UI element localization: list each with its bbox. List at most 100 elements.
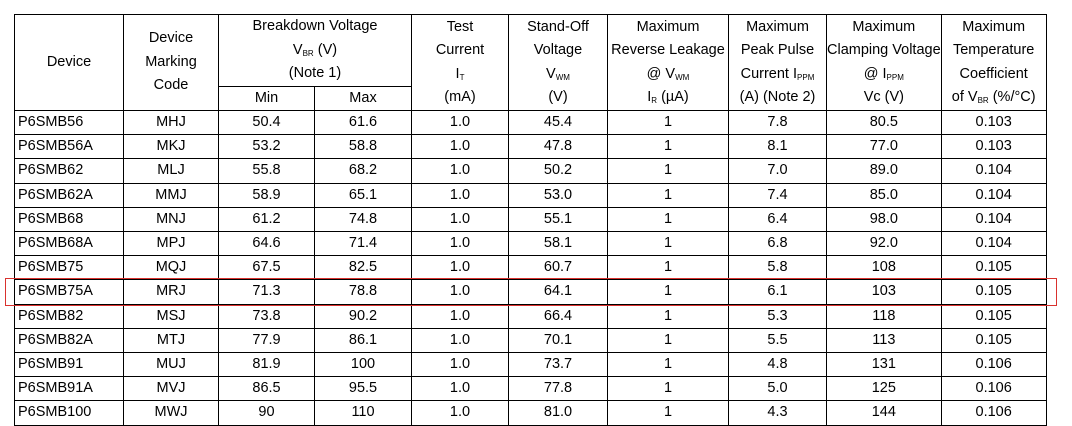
table-row: P6SMB91A MVJ 86.5 95.5 1.0 77.8 1 5.0 125 0.106 [14, 376, 1047, 402]
header-peak-pulse-current: Maximum Peak Pulse Current IPPM (A) (Not… [728, 14, 827, 111]
table-row: P6SMB75A MRJ 71.3 78.8 1.0 64.1 1 6.1 103 0.105 [14, 279, 1047, 305]
table-row: P6SMB62A MMJ 58.9 65.1 1.0 53.0 1 7.4 85.0 0.104 [14, 182, 1047, 208]
cell-peak-pulse-current: 5.0 [728, 376, 827, 402]
cell-temp-coefficient: 0.106 [940, 352, 1047, 378]
cell-device: P6SMB62 [14, 158, 124, 184]
cell-vbr-max: 90.2 [314, 303, 412, 329]
cell-clamping-voltage: 125 [826, 376, 942, 402]
cell-device: P6SMB68 [14, 206, 124, 233]
cell-marking-code: MNJ [123, 206, 219, 233]
cell-vbr-max: 78.8 [314, 279, 412, 305]
cell-clamping-voltage: 118 [826, 303, 942, 329]
cell-standoff-voltage: 64.1 [508, 279, 608, 305]
table-row: P6SMB62 MLJ 55.8 68.2 1.0 50.2 1 7.0 89.0 0.104 [14, 158, 1047, 184]
cell-device: P6SMB75A [14, 279, 124, 305]
cell-reverse-leakage: 1 [607, 134, 729, 160]
cell-test-current: 1.0 [411, 206, 509, 233]
cell-test-current: 1.0 [411, 134, 509, 160]
cell-vbr-min: 55.8 [218, 158, 315, 184]
cell-test-current: 1.0 [411, 303, 509, 329]
cell-reverse-leakage: 1 [607, 352, 729, 378]
cell-temp-coefficient: 0.105 [940, 255, 1047, 281]
cell-reverse-leakage: 1 [607, 376, 729, 402]
cell-temp-coefficient: 0.104 [940, 206, 1047, 233]
cell-peak-pulse-current: 7.4 [728, 182, 827, 208]
cell-vbr-min: 73.8 [218, 303, 315, 329]
cell-vbr-min: 67.5 [218, 255, 315, 281]
table-row: P6SMB56 MHJ 50.4 61.6 1.0 45.4 1 7.8 80.5 0.103 [14, 109, 1047, 136]
cell-temp-coefficient: 0.106 [940, 376, 1047, 402]
cell-vbr-max: 61.6 [314, 109, 412, 136]
cell-marking-code: MMJ [123, 182, 219, 208]
cell-peak-pulse-current: 4.8 [728, 352, 827, 378]
cell-vbr-min: 50.4 [218, 109, 315, 136]
table-row: P6SMB82 MSJ 73.8 90.2 1.0 66.4 1 5.3 118 0.105 [14, 303, 1047, 329]
cell-marking-code: MQJ [123, 255, 219, 281]
cell-marking-code: MRJ [123, 279, 219, 305]
table-row: P6SMB100 MWJ 90 110 1.0 81.0 1 4.3 144 0.106 [14, 400, 1047, 426]
cell-temp-coefficient: 0.103 [940, 134, 1047, 160]
cell-marking-code: MKJ [123, 134, 219, 160]
cell-standoff-voltage: 50.2 [508, 158, 608, 184]
cell-reverse-leakage: 1 [607, 231, 729, 257]
cell-peak-pulse-current: 6.8 [728, 231, 827, 257]
cell-vbr-min: 81.9 [218, 352, 315, 378]
cell-test-current: 1.0 [411, 109, 509, 136]
cell-vbr-max: 68.2 [314, 158, 412, 184]
cell-marking-code: MWJ [123, 400, 219, 426]
cell-peak-pulse-current: 7.0 [728, 158, 827, 184]
cell-reverse-leakage: 1 [607, 327, 729, 354]
cell-marking-code: MSJ [123, 303, 219, 329]
cell-clamping-voltage: 77.0 [826, 134, 942, 160]
cell-standoff-voltage: 60.7 [508, 255, 608, 281]
cell-vbr-max: 100 [314, 352, 412, 378]
cell-test-current: 1.0 [411, 279, 509, 305]
cell-temp-coefficient: 0.105 [940, 327, 1047, 354]
cell-temp-coefficient: 0.104 [940, 182, 1047, 208]
cell-vbr-min: 77.9 [218, 327, 315, 354]
cell-clamping-voltage: 113 [826, 327, 942, 354]
header-device: Device [14, 14, 124, 111]
cell-test-current: 1.0 [411, 158, 509, 184]
cell-vbr-min: 90 [218, 400, 315, 426]
cell-reverse-leakage: 1 [607, 279, 729, 305]
electrical-characteristics-table: Device Device Marking Code Breakdown Vol… [14, 14, 1047, 426]
cell-vbr-min: 53.2 [218, 134, 315, 160]
cell-clamping-voltage: 103 [826, 279, 942, 305]
cell-reverse-leakage: 1 [607, 158, 729, 184]
cell-clamping-voltage: 92.0 [826, 231, 942, 257]
cell-marking-code: MHJ [123, 109, 219, 136]
cell-vbr-min: 86.5 [218, 376, 315, 402]
cell-vbr-max: 74.8 [314, 206, 412, 233]
cell-clamping-voltage: 98.0 [826, 206, 942, 233]
cell-peak-pulse-current: 5.3 [728, 303, 827, 329]
cell-reverse-leakage: 1 [607, 400, 729, 426]
header-standoff-voltage: Stand-Off Voltage VWM (V) [508, 14, 608, 111]
cell-peak-pulse-current: 8.1 [728, 134, 827, 160]
cell-test-current: 1.0 [411, 352, 509, 378]
cell-clamping-voltage: 85.0 [826, 182, 942, 208]
cell-vbr-max: 58.8 [314, 134, 412, 160]
cell-test-current: 1.0 [411, 255, 509, 281]
cell-peak-pulse-current: 4.3 [728, 400, 827, 426]
table-row: P6SMB82A MTJ 77.9 86.1 1.0 70.1 1 5.5 113 0.105 [14, 327, 1047, 354]
cell-device: P6SMB56A [14, 134, 124, 160]
cell-test-current: 1.0 [411, 376, 509, 402]
cell-vbr-max: 65.1 [314, 182, 412, 208]
cell-peak-pulse-current: 6.4 [728, 206, 827, 233]
cell-standoff-voltage: 73.7 [508, 352, 608, 378]
cell-vbr-min: 61.2 [218, 206, 315, 233]
cell-temp-coefficient: 0.105 [940, 303, 1047, 329]
cell-marking-code: MPJ [123, 231, 219, 257]
cell-vbr-max: 82.5 [314, 255, 412, 281]
cell-vbr-min: 71.3 [218, 279, 315, 305]
cell-vbr-min: 64.6 [218, 231, 315, 257]
header-clamping-voltage: Maximum Clamping Voltage @ IPPM Vc (V) [826, 14, 942, 111]
cell-temp-coefficient: 0.104 [940, 231, 1047, 257]
cell-reverse-leakage: 1 [607, 182, 729, 208]
header-temperature-coefficient: Maximum Temperature Coefficient of VBR (… [940, 14, 1047, 111]
cell-test-current: 1.0 [411, 231, 509, 257]
cell-reverse-leakage: 1 [607, 109, 729, 136]
cell-standoff-voltage: 55.1 [508, 206, 608, 233]
cell-clamping-voltage: 108 [826, 255, 942, 281]
